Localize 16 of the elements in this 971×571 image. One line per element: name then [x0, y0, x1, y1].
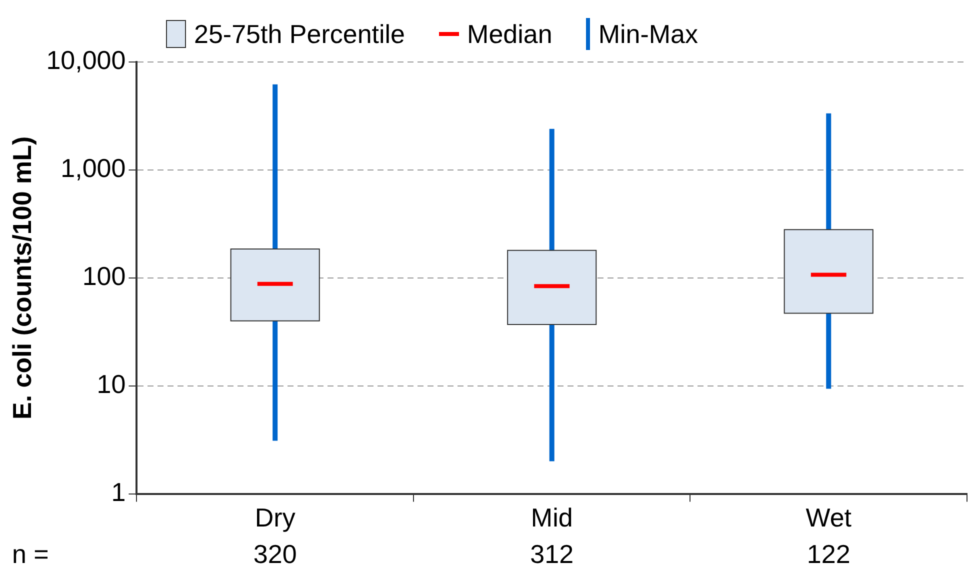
x-tick-label: Wet — [806, 502, 852, 533]
y-axis-title: E. coli (counts/100 mL) — [6, 136, 37, 420]
text: 320 — [253, 539, 297, 570]
y-tick-label: 100 — [82, 261, 126, 292]
y-tick-label: 10,000 — [46, 45, 126, 76]
y-tick-label: 10 — [96, 369, 126, 400]
text: Median — [467, 18, 552, 50]
text: 122 — [806, 539, 850, 570]
text: n = — [12, 539, 49, 570]
text: 25-75th Percentile — [194, 18, 406, 50]
text: 312 — [530, 539, 574, 570]
x-tick-label: Mid — [530, 502, 573, 533]
y-tick-label: 1,000 — [60, 153, 126, 184]
text: Min-Max — [598, 18, 698, 50]
x-tick-label: Dry — [254, 502, 296, 533]
y-tick-label: 1 — [111, 476, 126, 507]
